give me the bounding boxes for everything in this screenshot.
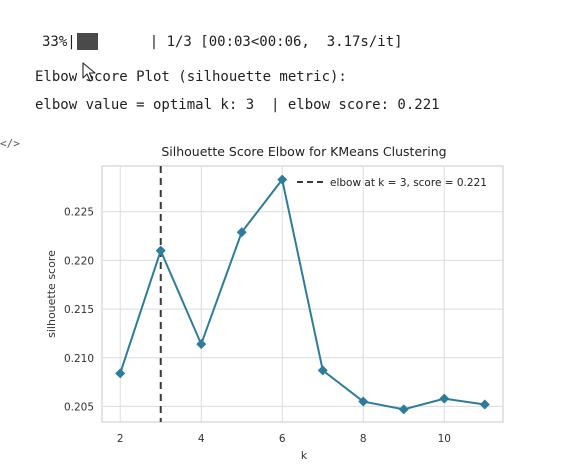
data-point	[155, 245, 166, 256]
output-line-elbow: elbow value = optimal k: 3 | elbow score…	[35, 97, 440, 113]
legend-label: elbow at k = 3, score = 0.221	[330, 177, 487, 189]
x-tick-label: 6	[279, 433, 286, 445]
progress-fill	[76, 33, 98, 50]
y-tick-label: 0.215	[64, 304, 94, 316]
series-line	[119, 177, 485, 411]
output-line-heading: Elbow Score Plot (silhouette metric):	[35, 69, 347, 85]
legend: elbow at k = 3, score = 0.221	[297, 177, 487, 189]
x-axis-label: k	[301, 449, 308, 462]
grid-lines	[102, 166, 503, 422]
x-tick-label: 8	[360, 433, 367, 445]
data-point	[236, 227, 247, 238]
data-points	[115, 174, 490, 415]
y-tick-label: 0.205	[64, 401, 94, 413]
mouse-pointer-icon	[82, 62, 96, 82]
data-point	[439, 393, 450, 404]
data-point	[479, 399, 490, 410]
data-point	[277, 174, 288, 185]
output-prompt-marker: </>	[0, 137, 20, 150]
progress-percent: 33%|	[42, 33, 76, 50]
progress-bar-row: 33%| | 1/3 [00:03<00:06, 3.17s/it]	[42, 33, 403, 50]
y-axis-label: silhouette score	[45, 250, 58, 338]
y-tick-label: 0.225	[64, 207, 94, 219]
data-point	[115, 368, 126, 379]
progress-status: | 1/3 [00:03<00:06, 3.17s/it]	[149, 33, 403, 50]
x-tick-label: 4	[198, 433, 205, 445]
data-point	[358, 396, 369, 407]
data-point	[196, 339, 207, 350]
progress-bar	[76, 33, 141, 50]
y-tick-label: 0.210	[64, 353, 94, 365]
x-tick-label: 10	[438, 433, 451, 445]
y-tick-labels: 0.205 0.210 0.215 0.220 0.225	[64, 207, 94, 414]
data-point	[398, 404, 409, 415]
data-point	[317, 365, 328, 376]
x-tick-labels: 2 4 6 8 10	[117, 433, 451, 445]
plot-area	[101, 165, 504, 423]
x-tick-label: 2	[117, 433, 124, 445]
y-tick-label: 0.220	[64, 255, 94, 267]
chart-title: Silhouette Score Elbow for KMeans Cluste…	[161, 144, 446, 159]
